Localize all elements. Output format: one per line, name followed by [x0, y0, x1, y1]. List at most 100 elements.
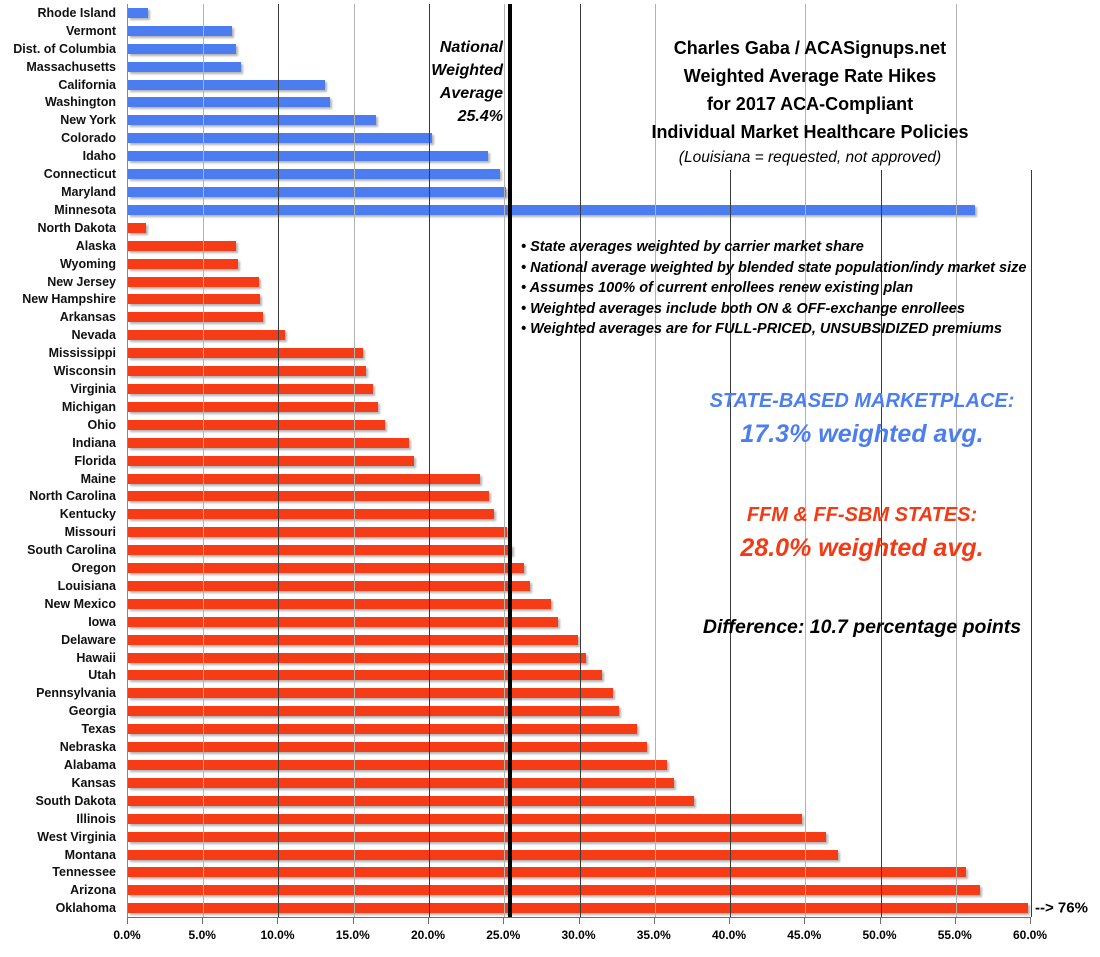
state-label: West Virginia — [37, 829, 116, 844]
bar-row: Alaska — [76, 237, 1031, 255]
axis-tick-label: 25.0% — [486, 928, 521, 942]
methodology-note: • Weighted averages are for FULL-PRICED,… — [521, 321, 1002, 338]
bar-row: New Mexico — [44, 595, 1031, 613]
state-bar — [128, 133, 432, 144]
state-label: New Hampshire — [22, 292, 116, 307]
bar-row: Connecticut — [44, 165, 1031, 183]
methodology-note: • Weighted averages include both ON & OF… — [521, 300, 965, 317]
state-label: Dist. of Columbia — [13, 41, 116, 56]
state-label: Tennessee — [52, 865, 116, 880]
bar-row: Arkansas — [60, 308, 1031, 326]
state-bar — [128, 563, 524, 574]
state-bar — [128, 580, 530, 591]
axis-tickmark — [578, 918, 580, 924]
sbm-average-label: STATE-BASED MARKETPLACE: — [709, 390, 1015, 412]
bar-row: New Jersey — [47, 273, 1031, 291]
axis-tick-label: 10.0% — [260, 928, 295, 942]
state-bar — [128, 97, 330, 108]
state-label: Pennsylvania — [36, 686, 116, 701]
state-bar — [128, 885, 980, 896]
gridline — [729, 170, 731, 917]
title-line-4: Individual Market Healthcare Policies — [651, 122, 969, 142]
offscale-callout: --> 76% — [1034, 899, 1088, 917]
state-label: South Dakota — [35, 793, 116, 808]
state-bar — [128, 849, 839, 860]
bar-row: West Virginia — [37, 828, 1031, 846]
bar-row: Idaho — [83, 147, 1031, 165]
ffm-average-annotation: FFM & FF-SBM STATES: 28.0% weighted avg. — [562, 500, 1100, 566]
gridline — [805, 4, 807, 917]
national-average-line — [508, 4, 513, 917]
state-label: Maine — [80, 471, 116, 486]
bar-row: North Carolina — [29, 487, 1031, 505]
state-bar — [128, 724, 637, 735]
bar-row: Tennessee — [52, 864, 1031, 882]
bar-row: Utah — [88, 667, 1031, 685]
methodology-note: • Assumes 100% of current enrollees rene… — [521, 280, 914, 297]
methodology-note: • National average weighted by blended s… — [521, 259, 1027, 276]
state-bar — [128, 61, 241, 72]
bar-rows: Rhode Island Vermont Dist. of Columbia Mass… — [13, 4, 1088, 917]
bar-row: Oklahoma --> 76% — [56, 899, 1088, 917]
state-label: Virginia — [70, 381, 116, 396]
state-bar — [128, 276, 259, 287]
state-bar — [128, 7, 148, 18]
national-average-annotation: National Weighted Average 25.4% — [340, 36, 503, 128]
national-average-line2: Weighted — [431, 62, 503, 79]
methodology-note: • State averages weighted by carrier mar… — [521, 239, 864, 255]
bar-row: Illinois — [76, 810, 1031, 828]
axis-tickmark — [127, 918, 128, 924]
state-label: Alaska — [75, 238, 116, 253]
bar-row: Dist. of Columbia — [13, 40, 1031, 58]
x-axis-tickmarks — [127, 918, 1031, 924]
difference-annotation: Difference: 10.7 percentage points — [702, 616, 1022, 638]
bar-row: Massachusetts — [26, 58, 1031, 76]
state-label: Massachusetts — [26, 59, 116, 74]
state-label: Nevada — [71, 328, 116, 343]
state-bar — [128, 187, 506, 198]
state-bar — [128, 491, 490, 502]
state-bar — [128, 706, 619, 717]
state-bar — [128, 383, 374, 394]
bar-row: Virginia — [70, 380, 1031, 398]
bar-row: Georgia — [69, 702, 1031, 720]
bar-row: New York — [60, 111, 1031, 129]
axis-tick-label: 30.0% — [561, 928, 596, 942]
state-label: North Carolina — [29, 489, 116, 504]
axis-tick-label: 0.0% — [113, 928, 141, 942]
state-bar — [128, 867, 967, 878]
state-label: Louisiana — [57, 578, 116, 593]
bar-row: Maine — [81, 470, 1031, 488]
state-label: Connecticut — [43, 167, 116, 182]
axis-tickmark — [427, 918, 429, 924]
gridline — [278, 4, 280, 917]
bar-row: New Hampshire — [22, 291, 1031, 309]
ffm-average-label: FFM & FF-SBM STATES: — [746, 504, 978, 526]
bar-row: Florida — [74, 452, 1031, 470]
state-bar — [128, 616, 559, 627]
state-label: South Carolina — [27, 543, 116, 558]
bar-row: Michigan — [62, 398, 1031, 416]
state-bar — [128, 258, 238, 269]
state-label: Alabama — [63, 758, 116, 773]
state-label: Missouri — [64, 525, 116, 540]
state-label: Washington — [44, 95, 116, 110]
bar-row: Rhode Island — [38, 4, 1031, 22]
state-bar — [128, 509, 494, 520]
plot-area: Rhode Island Vermont Dist. of Columbia Mass… — [13, 4, 1088, 918]
state-bar — [128, 240, 237, 251]
state-label: Colorado — [61, 131, 116, 146]
ffm-average-value: 28.0% weighted avg. — [740, 534, 984, 562]
state-label: Georgia — [68, 704, 116, 719]
bar-row: Kansas — [72, 774, 1031, 792]
bar-row: Wisconsin — [54, 362, 1031, 380]
methodology-notes: • State averages weighted by carrier mar… — [521, 237, 1026, 340]
axis-tick-label: 40.0% — [711, 928, 746, 942]
gridline — [428, 4, 430, 917]
axis-tickmark — [202, 918, 204, 924]
bar-row: Indiana — [72, 434, 1031, 452]
state-label: Arkansas — [59, 310, 116, 325]
national-average-line1: National — [439, 39, 503, 56]
state-bar — [128, 795, 694, 806]
state-label: Arizona — [70, 883, 116, 898]
